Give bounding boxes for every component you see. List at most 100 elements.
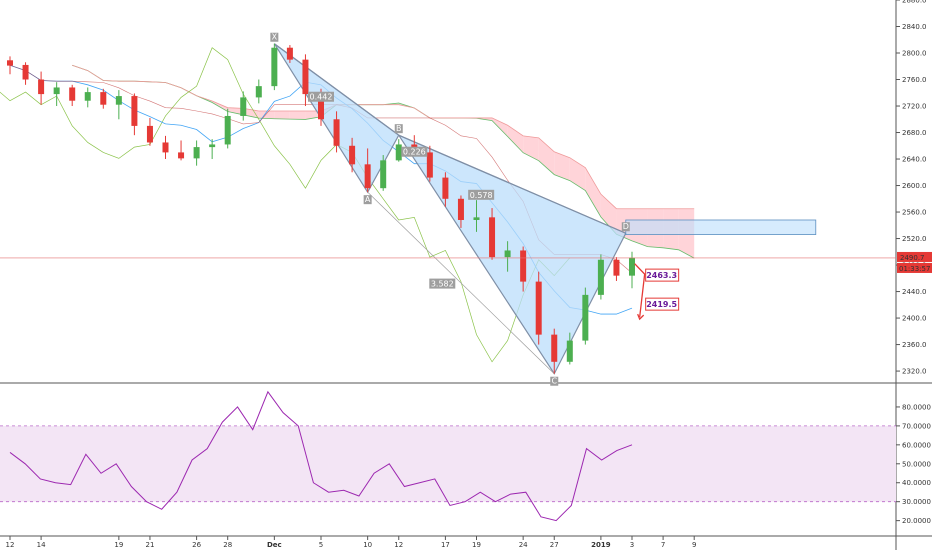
time-tick-label: 3 [630,541,634,549]
ratio-badge [468,189,495,200]
candle-body [38,79,45,95]
time-tick-label: 10 [363,541,372,549]
rsi-tick-label: 70.0000 [902,422,931,430]
price-tick-label: 2360.0 [902,341,927,349]
candle-body [84,92,91,101]
candle-body [551,334,558,362]
candle-body [286,47,293,60]
cloud-segment-bear [227,107,244,115]
prz-box [625,219,817,235]
rsi-tick-label: 60.0000 [902,441,931,449]
rsi-tick-label: 30.0000 [902,498,931,506]
time-tick-label: 19 [114,541,123,549]
rsi-tick-label: 80.0000 [902,403,931,411]
candle-body [224,115,231,145]
cloud-segment-bear [274,110,290,120]
time-tick-label: 19 [472,541,481,549]
ratio-badge [401,146,428,157]
time-tick-label: 12 [394,541,403,549]
price-tick-label: 2880.0 [902,0,927,5]
time-tick-label: 12 [6,541,15,549]
price-tick-label: 2640.0 [902,156,927,164]
pattern-point-badge [550,376,559,386]
cloud-segment-bear [492,117,508,137]
candle-body [131,96,138,126]
pattern-point-label: A [365,195,371,204]
rsi-tick-label: 40.0000 [902,479,931,487]
candle-body [7,60,13,66]
candle-body [193,147,200,159]
ratio-badge [429,278,456,289]
candle-body [53,87,60,95]
candle-body [302,59,309,95]
cloud-segment-bear [585,167,601,218]
countdown-badge [897,262,932,273]
candle-body [442,177,449,199]
candle-body [333,119,340,146]
time-tick-label: 28 [223,541,232,549]
target-box [645,297,680,311]
rsi-tick-label: 50.0000 [902,460,931,468]
pattern-ratio-label: 0.442 [310,93,333,102]
candle-body [566,340,573,362]
pattern-point-label: D [623,222,629,231]
candle-body [457,198,464,220]
time-tick-label: 9 [692,541,696,549]
candle-body [364,164,371,189]
candle-body [504,250,511,258]
target-path [634,263,646,318]
price-tick-label: 2440.0 [902,288,927,296]
candle-body [162,142,169,153]
candle-body [271,47,278,87]
cloud-segment-bear [243,108,259,119]
time-tick-label: Dec [267,541,282,549]
target-arrowhead [637,313,645,321]
candle-body [255,86,262,98]
candles [7,43,635,374]
time-tick-label: 21 [145,541,154,549]
cloud-segment-bear [507,125,524,153]
pattern-point-label: X [272,33,278,42]
pattern-point-badge [394,124,403,134]
candle-body [22,64,29,80]
candle-body [520,250,527,282]
rsi-line [9,390,633,522]
ratio-badge [308,91,334,102]
candle-body [395,144,402,161]
cloud-segment-bear [600,194,617,235]
candle-body [489,217,496,258]
time-tick-label: 24 [519,541,528,549]
time-tick-label: 14 [37,541,46,549]
current-price-badge [897,251,932,262]
target-label: 2463.3 [646,271,677,280]
candle-body [629,257,635,276]
target-label: 2419.5 [646,300,677,309]
rsi-band [0,425,896,502]
pattern-line-bd [398,134,627,234]
price-tick-label: 2560.0 [902,209,927,217]
time-tick-label: 7 [661,541,665,549]
candle-body [613,259,620,276]
candle-body [115,96,122,105]
price-tick-label: 2760.0 [902,76,927,84]
pattern-ratio-label: 3.582 [431,280,454,289]
cloud-segment-bear [569,157,586,191]
pattern-point-badge [363,195,372,205]
cloud-segment-bear [289,110,306,120]
candle-body [426,152,433,178]
candle-body [597,259,604,295]
candle-body [318,94,324,120]
price-tick-label: 2520.0 [902,235,927,243]
candle-body [100,92,107,105]
pattern-point-badge [621,222,630,232]
price-tick-label: 2680.0 [902,129,927,137]
cloud-segment-bear [554,151,570,181]
time-tick-label: 2019 [591,541,611,549]
candle-body [178,152,185,159]
candle-body [349,145,356,165]
pattern-ratio-label: 0.578 [470,191,493,200]
lagging-span [0,47,571,363]
candle-body [240,97,247,116]
countdown-label: 01:33:57 [899,265,930,273]
